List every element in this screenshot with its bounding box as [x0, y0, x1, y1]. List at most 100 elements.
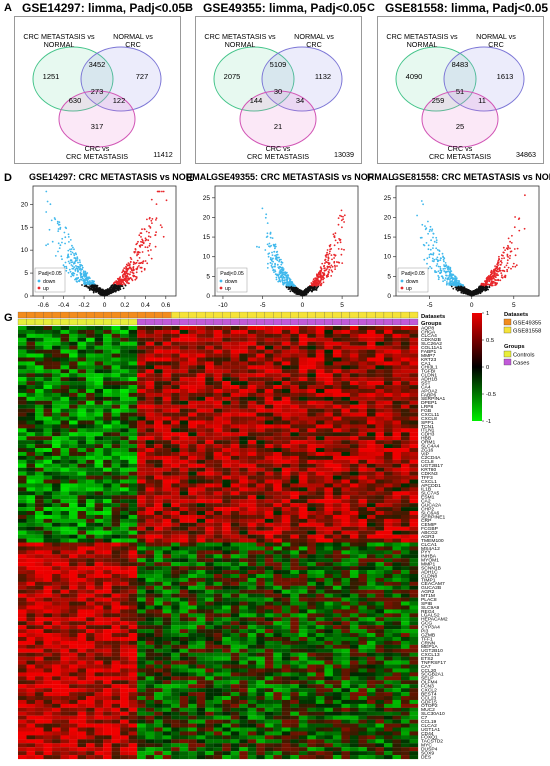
venn-count: 21 — [274, 122, 282, 131]
venn-count: 51 — [456, 87, 464, 96]
x-tick-label: -10 — [218, 302, 228, 309]
y-tick-label: 0 — [206, 293, 210, 300]
legend-groups-title: Groups — [504, 344, 525, 350]
colorbar-tick-label: 1 — [486, 311, 489, 317]
y-tick-label: 20 — [21, 201, 29, 208]
venn-count: 30 — [274, 87, 282, 96]
venn-count: 11 — [478, 96, 486, 105]
venn-set-label-b: CRC — [488, 40, 504, 49]
annotation-tracks — [18, 312, 418, 325]
legend-entry-down: down — [406, 279, 419, 285]
y-tick-label: 10 — [384, 254, 392, 261]
legend-title: Padj<0.05 — [401, 271, 425, 277]
legend-entry-up: up — [225, 286, 231, 292]
venn-count: 1613 — [497, 72, 514, 81]
heatmap-cells — [18, 326, 418, 759]
panel-letter-g: G — [4, 312, 13, 324]
y-tick-label: 10 — [203, 254, 211, 261]
venn-count: 25 — [456, 122, 464, 131]
y-tick-label: 0 — [24, 293, 28, 300]
x-tick-label: 0 — [470, 302, 474, 309]
volcano-title: GSE81558: CRC METASTASIS vs NORMAL — [392, 172, 550, 182]
venn-set-label-c: CRC METASTASIS — [429, 152, 491, 161]
legend-entry-down: down — [43, 279, 56, 285]
venn-count: 144 — [250, 96, 263, 105]
venn-count: 34 — [296, 96, 304, 105]
legend-datasets-title: Datasets — [504, 312, 528, 318]
legend-dataset-gse49355: GSE49355 — [513, 321, 541, 327]
venn-count: 8483 — [452, 60, 469, 69]
colorbar-tick-label: -0.5 — [486, 392, 496, 398]
venn-count: 1132 — [315, 72, 331, 81]
venn-set-label-a: NORMAL — [407, 40, 438, 49]
venn-set-label-a: NORMAL — [44, 40, 75, 49]
venn-count: 5109 — [270, 60, 287, 69]
venn-set-label-a: NORMAL — [225, 40, 256, 49]
heatmap-legend: Datasets GSE49355 GSE81558 Groups Controls Ca… — [504, 312, 541, 367]
panel-letter-c: C — [367, 2, 375, 14]
legend-title: Padj<0.05 — [220, 271, 244, 277]
venn-count: 317 — [91, 122, 104, 131]
legend-entry-down: down — [225, 279, 238, 285]
colorbar-tick-label: 0 — [486, 365, 489, 371]
y-tick-label: 15 — [203, 234, 211, 241]
volcano-title: GSE14297: CRC METASTASIS vs NORMAL — [29, 172, 212, 182]
x-tick-label: -0.2 — [78, 302, 90, 309]
y-tick-label: 25 — [384, 195, 392, 202]
legend-dataset-gse81558: GSE81558 — [513, 329, 541, 335]
x-tick-label: 0.6 — [161, 302, 170, 309]
legend-group-cases: Cases — [513, 361, 530, 367]
venn-count: 273 — [91, 87, 104, 96]
x-tick-label: 0 — [103, 302, 107, 309]
venn-title: GSE81558: limma, Padj<0.05 — [385, 1, 548, 15]
legend-entry-up: up — [43, 286, 49, 292]
legend-entry-up: up — [406, 286, 412, 292]
y-tick-label: 15 — [384, 234, 392, 241]
gene-label: DES — [421, 754, 432, 760]
venn-set-label-b: CRC — [125, 40, 141, 49]
venn-count: 122 — [113, 96, 126, 105]
colorbar — [472, 313, 482, 421]
x-tick-label: 0.2 — [120, 302, 129, 309]
x-tick-label: -0.6 — [38, 302, 50, 309]
venn-count: 2075 — [224, 72, 241, 81]
venn-count: 4090 — [406, 72, 423, 81]
colorbar-tick-label: -1 — [486, 419, 491, 425]
venn-count: 630 — [69, 96, 82, 105]
y-tick-label: 20 — [203, 214, 211, 221]
x-tick-label: 0.4 — [141, 302, 150, 309]
colorbar-tick-label: 0.5 — [486, 338, 494, 344]
venn-count: 259 — [432, 96, 445, 105]
venn-count: 727 — [136, 72, 149, 81]
y-tick-label: 5 — [24, 270, 28, 277]
venn-count: 1251 — [43, 72, 60, 81]
legend-group-controls: Controls — [513, 353, 535, 359]
venn-title: GSE49355: limma, Padj<0.05 — [203, 1, 366, 15]
x-tick-label: -5 — [260, 302, 266, 309]
venn-title: GSE14297: limma, Padj<0.05 — [22, 1, 185, 15]
panel-letter-b: B — [185, 2, 193, 14]
legend-title: Padj<0.05 — [38, 271, 62, 277]
y-tick-label: 20 — [384, 214, 392, 221]
x-tick-label: -5 — [427, 302, 433, 309]
panel-letter-f: F — [367, 172, 374, 184]
y-tick-label: 0 — [387, 293, 391, 300]
y-tick-label: 25 — [203, 195, 211, 202]
venn-count: 3452 — [89, 60, 106, 69]
x-tick-label: -0.4 — [58, 302, 70, 309]
y-tick-label: 10 — [21, 247, 29, 254]
panel-letter-d: D — [4, 172, 12, 184]
x-tick-label: 0 — [301, 302, 305, 309]
venn-outside-count: 11412 — [153, 150, 172, 159]
x-tick-label: 5 — [512, 302, 516, 309]
panel-letter-e: E — [186, 172, 193, 184]
